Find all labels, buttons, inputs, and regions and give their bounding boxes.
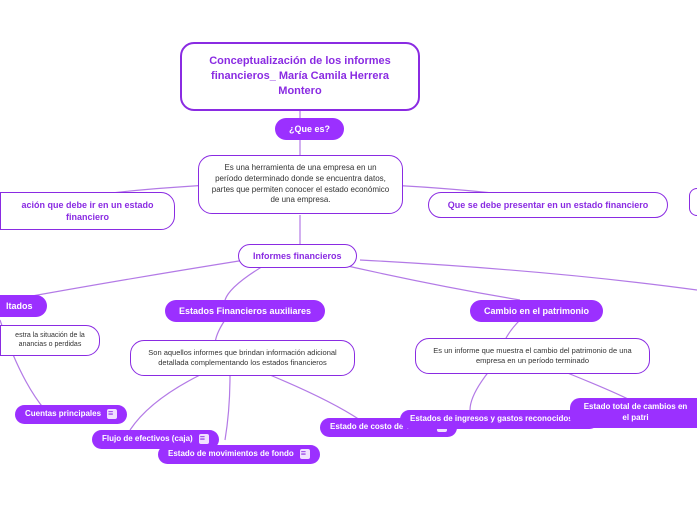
- cambio-text: Cambio en el patrimonio: [484, 305, 589, 317]
- flujo-text: Flujo de efectivos (caja): [102, 434, 193, 445]
- cambio-chip: Cambio en el patrimonio: [470, 300, 603, 322]
- resultados-desc-text: estra la situación de la anancias o perd…: [7, 331, 93, 350]
- cambio-desc-text: Es un informe que muestra el cambio del …: [428, 346, 637, 366]
- auxiliares-desc: Son aquellos informes que brindan inform…: [130, 340, 355, 376]
- title-text: Conceptualización de los informes financ…: [198, 54, 402, 99]
- que-es-chip: ¿Que es?: [275, 118, 344, 140]
- que-es-text: ¿Que es?: [289, 123, 330, 135]
- right-branch-text: Que se debe presentar en un estado finan…: [448, 199, 649, 211]
- partial-node-right: [689, 188, 697, 216]
- list-icon: [107, 409, 117, 419]
- leaf-movimientos[interactable]: Estado de movimientos de fondo: [158, 445, 320, 464]
- informes-header: Informes financieros: [238, 244, 357, 268]
- root-title: Conceptualización de los informes financ…: [180, 42, 420, 111]
- left-branch-text: ación que debe ir en un estado financier…: [17, 199, 158, 223]
- auxiliares-desc-text: Son aquellos informes que brindan inform…: [143, 348, 342, 368]
- leaf-cuentas[interactable]: Cuentas principales: [15, 405, 127, 424]
- resultados-text: ltados: [6, 300, 33, 312]
- left-branch: ación que debe ir en un estado financier…: [0, 192, 175, 230]
- leaf-total[interactable]: Estado total de cambios en el patri: [570, 398, 697, 428]
- definition-text: Es una herramienta de una empresa en un …: [211, 163, 390, 206]
- leaf-ingresos[interactable]: Estados de ingresos y gastos reconocidos: [400, 410, 599, 429]
- right-branch: Que se debe presentar en un estado finan…: [428, 192, 668, 218]
- definition-box: Es una herramienta de una empresa en un …: [198, 155, 403, 214]
- cambio-desc: Es un informe que muestra el cambio del …: [415, 338, 650, 374]
- resultados-desc: estra la situación de la anancias o perd…: [0, 325, 100, 356]
- list-icon: [199, 434, 209, 444]
- auxiliares-text: Estados Financieros auxiliares: [179, 305, 311, 317]
- cuentas-text: Cuentas principales: [25, 409, 101, 420]
- list-icon: [300, 449, 310, 459]
- ingresos-text: Estados de ingresos y gastos reconocidos: [410, 414, 573, 425]
- resultados-chip: ltados: [0, 295, 47, 317]
- auxiliares-chip: Estados Financieros auxiliares: [165, 300, 325, 322]
- total-text: Estado total de cambios en el patri: [580, 402, 691, 424]
- informes-text: Informes financieros: [253, 250, 342, 262]
- movimientos-text: Estado de movimientos de fondo: [168, 449, 294, 460]
